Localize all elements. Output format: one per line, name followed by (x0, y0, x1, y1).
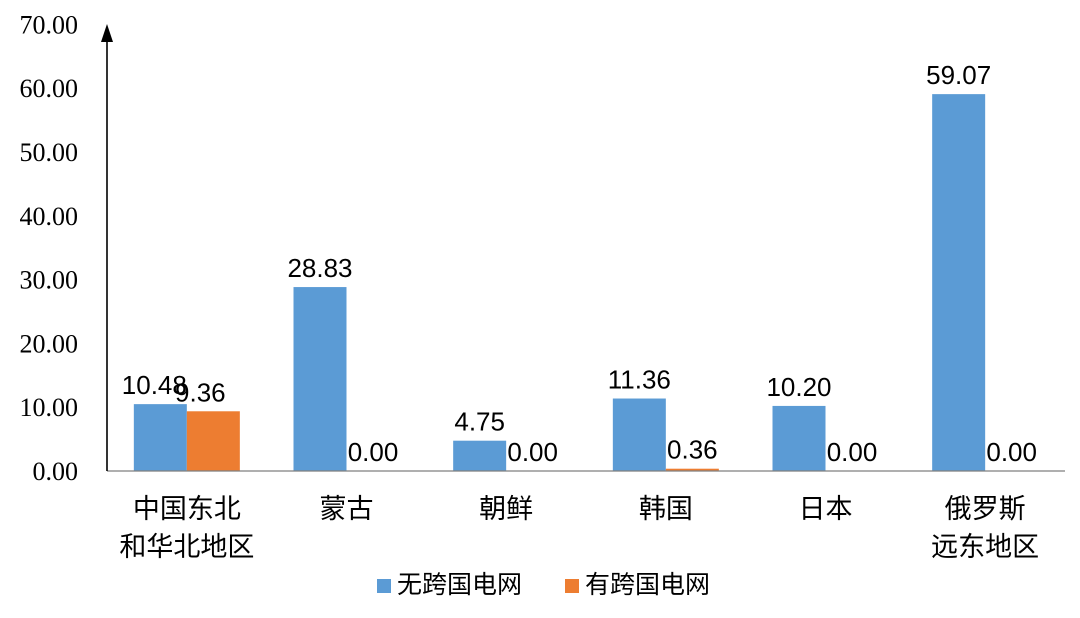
data-label: 11.36 (608, 365, 671, 395)
legend-label: 有跨国电网 (585, 570, 710, 599)
y-tick-label: 70.00 (20, 10, 79, 39)
data-label: 9.36 (175, 377, 226, 407)
data-label: 0.00 (986, 437, 1037, 467)
category-label: 和华北地区 (119, 532, 254, 563)
y-tick-label: 40.00 (20, 202, 79, 231)
data-label: 0.00 (348, 437, 399, 467)
data-label: 10.20 (766, 372, 831, 402)
category-label: 朝鲜 (479, 494, 533, 525)
category-label: 中国东北 (133, 494, 241, 525)
y-tick-label: 0.00 (33, 457, 79, 486)
category-label: 蒙古 (320, 494, 374, 525)
bar-without-grid (612, 398, 666, 471)
data-label: 4.75 (454, 407, 505, 437)
y-tick-label: 20.00 (20, 329, 79, 358)
bar-without-grid (133, 404, 187, 471)
category-label: 韩国 (639, 494, 693, 525)
y-tick-label: 30.00 (20, 266, 79, 295)
data-label: 10.48 (122, 370, 187, 400)
category-label: 日本 (799, 494, 853, 525)
legend-swatch (377, 579, 391, 593)
bar-without-grid (453, 440, 507, 471)
bar-without-grid (772, 405, 826, 471)
bar-without-grid (932, 94, 986, 472)
data-label: 0.00 (827, 437, 878, 467)
category-label: 俄罗斯 (945, 494, 1026, 525)
data-label: 28.83 (287, 253, 352, 283)
bar-with-grid (186, 411, 240, 471)
bar-without-grid (293, 287, 347, 471)
data-label: 59.07 (926, 60, 991, 90)
y-tick-label: 10.00 (20, 393, 79, 422)
legend-label: 无跨国电网 (397, 570, 522, 599)
bar-with-grid (665, 468, 719, 471)
data-label: 0.36 (667, 435, 718, 465)
y-axis-arrow (101, 24, 113, 42)
data-label: 0.00 (507, 437, 558, 467)
y-tick-label: 50.00 (20, 138, 79, 167)
y-tick-label: 60.00 (20, 74, 79, 103)
legend-swatch (565, 579, 579, 593)
category-label: 远东地区 (931, 532, 1039, 563)
